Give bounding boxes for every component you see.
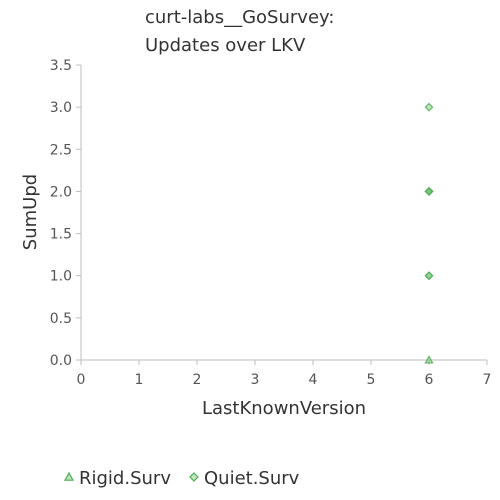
- triangle-legend-icon: [63, 471, 75, 481]
- y-tick-label: 3.0: [50, 100, 72, 116]
- y-tick-label: 2.0: [50, 184, 72, 200]
- legend-label: Rigid.Surv: [79, 468, 171, 489]
- y-tick-label: 1.5: [50, 227, 72, 243]
- y-tick-label: 1.0: [50, 269, 72, 285]
- diamond-data-point: [424, 102, 434, 112]
- diamond-legend-icon: [189, 472, 199, 482]
- y-tick-label: 3.5: [50, 58, 72, 74]
- x-tick-label: 4: [309, 372, 318, 388]
- x-tick-label: 6: [425, 372, 434, 388]
- legend-item: Quiet.Surv: [189, 468, 300, 489]
- data-points: [424, 102, 434, 364]
- y-tick-label: 0.0: [50, 353, 72, 369]
- x-tick-label: 1: [135, 372, 144, 388]
- x-tick-label: 7: [483, 372, 492, 388]
- y-tick-label: 2.5: [50, 142, 72, 158]
- x-tick-label: 3: [251, 372, 260, 388]
- x-tick-label: 5: [367, 372, 376, 388]
- y-ticks: 0.0 0.5 1.0 1.5 2.0 2.5 3.0 3.5: [50, 58, 81, 369]
- x-axis-label: LastKnownVersion: [202, 398, 366, 419]
- legend-label: Quiet.Surv: [204, 468, 300, 489]
- y-axis-label: SumUpd: [20, 174, 41, 250]
- legend-item: Rigid.Surv: [63, 468, 171, 489]
- legend: Rigid.Surv Quiet.Surv: [63, 468, 300, 489]
- axes: [80, 65, 487, 361]
- x-tick-label: 0: [77, 372, 86, 388]
- diamond-data-point: [424, 186, 434, 196]
- y-tick-label: 0.5: [50, 311, 72, 327]
- x-ticks: 0 1 2 3 4 5 6 7: [77, 360, 492, 388]
- triangle-data-point: [424, 355, 434, 364]
- diamond-data-point: [424, 271, 434, 281]
- chart-title-line-2: Updates over LKV: [145, 35, 306, 56]
- chart-title-line-1: curt-labs__GoSurvey:: [145, 7, 334, 28]
- x-tick-label: 2: [193, 372, 202, 388]
